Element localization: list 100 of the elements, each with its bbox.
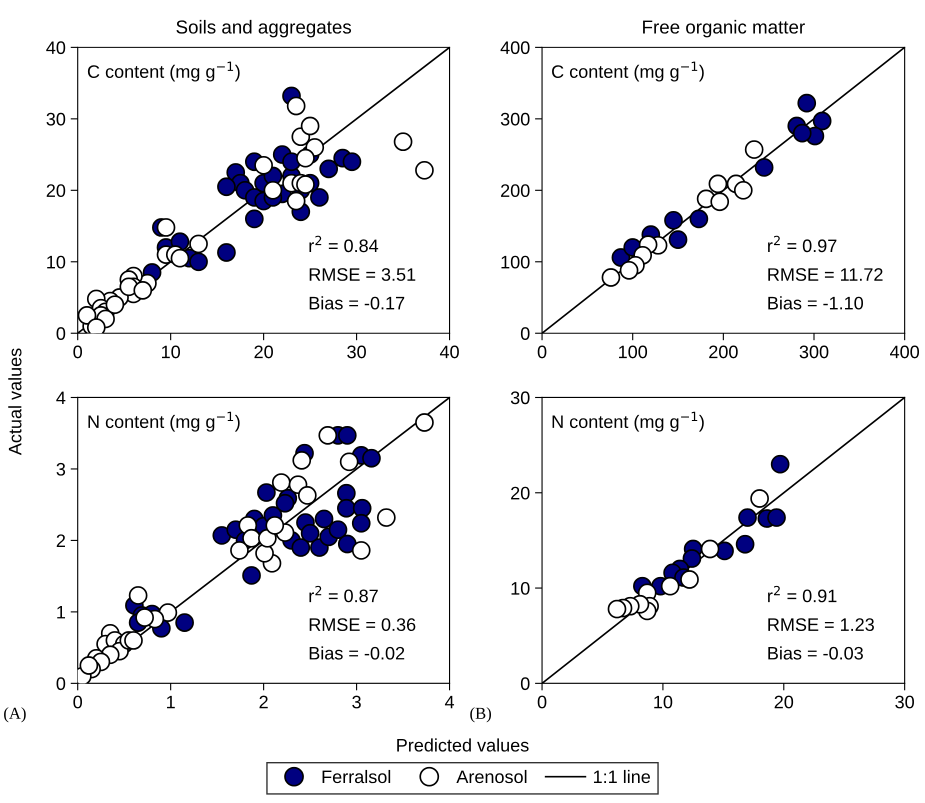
y-tick-label: 30	[46, 112, 66, 126]
x-tick-label: 0	[538, 696, 546, 708]
x-axis-title: Predicted values	[397, 738, 529, 752]
point	[286, 192, 306, 210]
point	[337, 498, 356, 518]
point	[660, 576, 680, 596]
y-tick-label: 1	[57, 606, 66, 618]
y-tick-label: 10	[47, 256, 66, 268]
annotation: Bias = -0.02	[310, 646, 404, 660]
x-tick-label: 10	[162, 346, 180, 358]
point	[812, 112, 832, 130]
point	[680, 570, 699, 589]
point	[257, 483, 276, 502]
point	[792, 124, 812, 142]
y-tick-label: 0	[520, 327, 530, 340]
point	[682, 549, 702, 568]
point	[276, 494, 294, 513]
chart-title: Free organic matter	[643, 20, 805, 38]
point	[124, 631, 143, 650]
x-tick-label: 100	[619, 346, 648, 358]
point	[362, 448, 381, 468]
annotation: RMSE = 11.72	[768, 268, 883, 281]
point	[244, 210, 264, 228]
point	[767, 508, 786, 527]
point	[254, 156, 273, 175]
point	[700, 540, 720, 558]
x-tick-label: 0	[73, 346, 82, 358]
legend-label: Ferralsol	[322, 770, 390, 784]
y-tick-label: 4	[56, 392, 66, 404]
point	[690, 210, 708, 228]
point	[80, 656, 98, 675]
y-tick-label: 0	[56, 327, 66, 340]
annotation: Bias = -1.10	[768, 296, 864, 310]
point	[217, 177, 236, 196]
point	[342, 152, 362, 172]
point	[264, 180, 282, 200]
point	[230, 541, 249, 560]
y-tick-label: 300	[500, 112, 530, 126]
annotation: N content (mg g$^{−1}$)	[88, 412, 240, 432]
point	[291, 538, 310, 557]
point	[736, 534, 754, 554]
annotation: C content (mg g$^{−1}$)	[552, 62, 704, 82]
x-tick-label: 20	[254, 346, 273, 358]
annotation: Bias = -0.03	[768, 646, 863, 660]
y-axis-title: Actual values	[8, 348, 22, 456]
point	[189, 252, 208, 272]
annotation: RMSE = 1.23	[768, 618, 874, 632]
point	[338, 426, 357, 445]
chart-title: Soils and aggregates	[176, 20, 352, 38]
point	[296, 175, 315, 194]
annotation: r$^{2}$ = 0.91	[768, 586, 836, 602]
annotation: r$^{2}$ = 0.84	[309, 236, 378, 252]
y-tick-label: 40	[46, 41, 66, 54]
point	[242, 566, 261, 585]
point	[258, 528, 277, 548]
point	[337, 484, 356, 503]
point	[242, 528, 261, 548]
point	[217, 243, 236, 262]
x-tick-label: 1	[167, 696, 175, 708]
point	[106, 295, 124, 314]
y-tick-label: 20	[511, 486, 530, 500]
x-tick-label: 0	[73, 696, 82, 708]
x-tick-label: 300	[800, 346, 828, 358]
legend-label: Arenosol	[456, 770, 526, 784]
point	[754, 158, 774, 177]
x-tick-label: 10	[654, 696, 672, 708]
y-tick-label: 30	[510, 391, 530, 404]
x-tick-label: 2	[260, 696, 268, 708]
point	[328, 520, 348, 540]
point	[352, 498, 372, 518]
legend-label: 1:1 line	[594, 770, 650, 784]
point	[620, 261, 638, 280]
point	[128, 586, 148, 605]
annotation: RMSE = 3.51	[310, 268, 416, 281]
point	[338, 534, 357, 554]
x-tick-label: 0	[538, 346, 546, 358]
y-tick-label: 0	[56, 677, 66, 690]
point	[156, 218, 176, 237]
annotation: C content (mg g$^{−1}$)	[88, 62, 240, 82]
text: (B)	[470, 707, 492, 722]
x-tick-label: 30	[895, 696, 914, 708]
x-tick-label: 400	[890, 346, 920, 358]
y-tick-label: 0	[520, 677, 530, 690]
x-tick-label: 20	[774, 696, 794, 708]
x-tick-label: 200	[709, 346, 738, 358]
text: (A)	[4, 707, 26, 722]
point	[664, 210, 683, 230]
point	[318, 426, 338, 445]
point	[770, 454, 790, 474]
annotation: r$^{2}$ = 0.97	[768, 236, 836, 252]
point	[738, 508, 757, 527]
point	[175, 613, 194, 632]
y-tick-label: 2	[56, 534, 65, 547]
y-tick-label: 100	[502, 256, 530, 268]
y-tick-label: 200	[501, 184, 530, 198]
point	[292, 451, 312, 470]
point	[314, 510, 334, 528]
y-tick-label: 20	[46, 184, 66, 198]
annotation: RMSE = 0.36	[310, 618, 416, 632]
point	[133, 281, 152, 300]
